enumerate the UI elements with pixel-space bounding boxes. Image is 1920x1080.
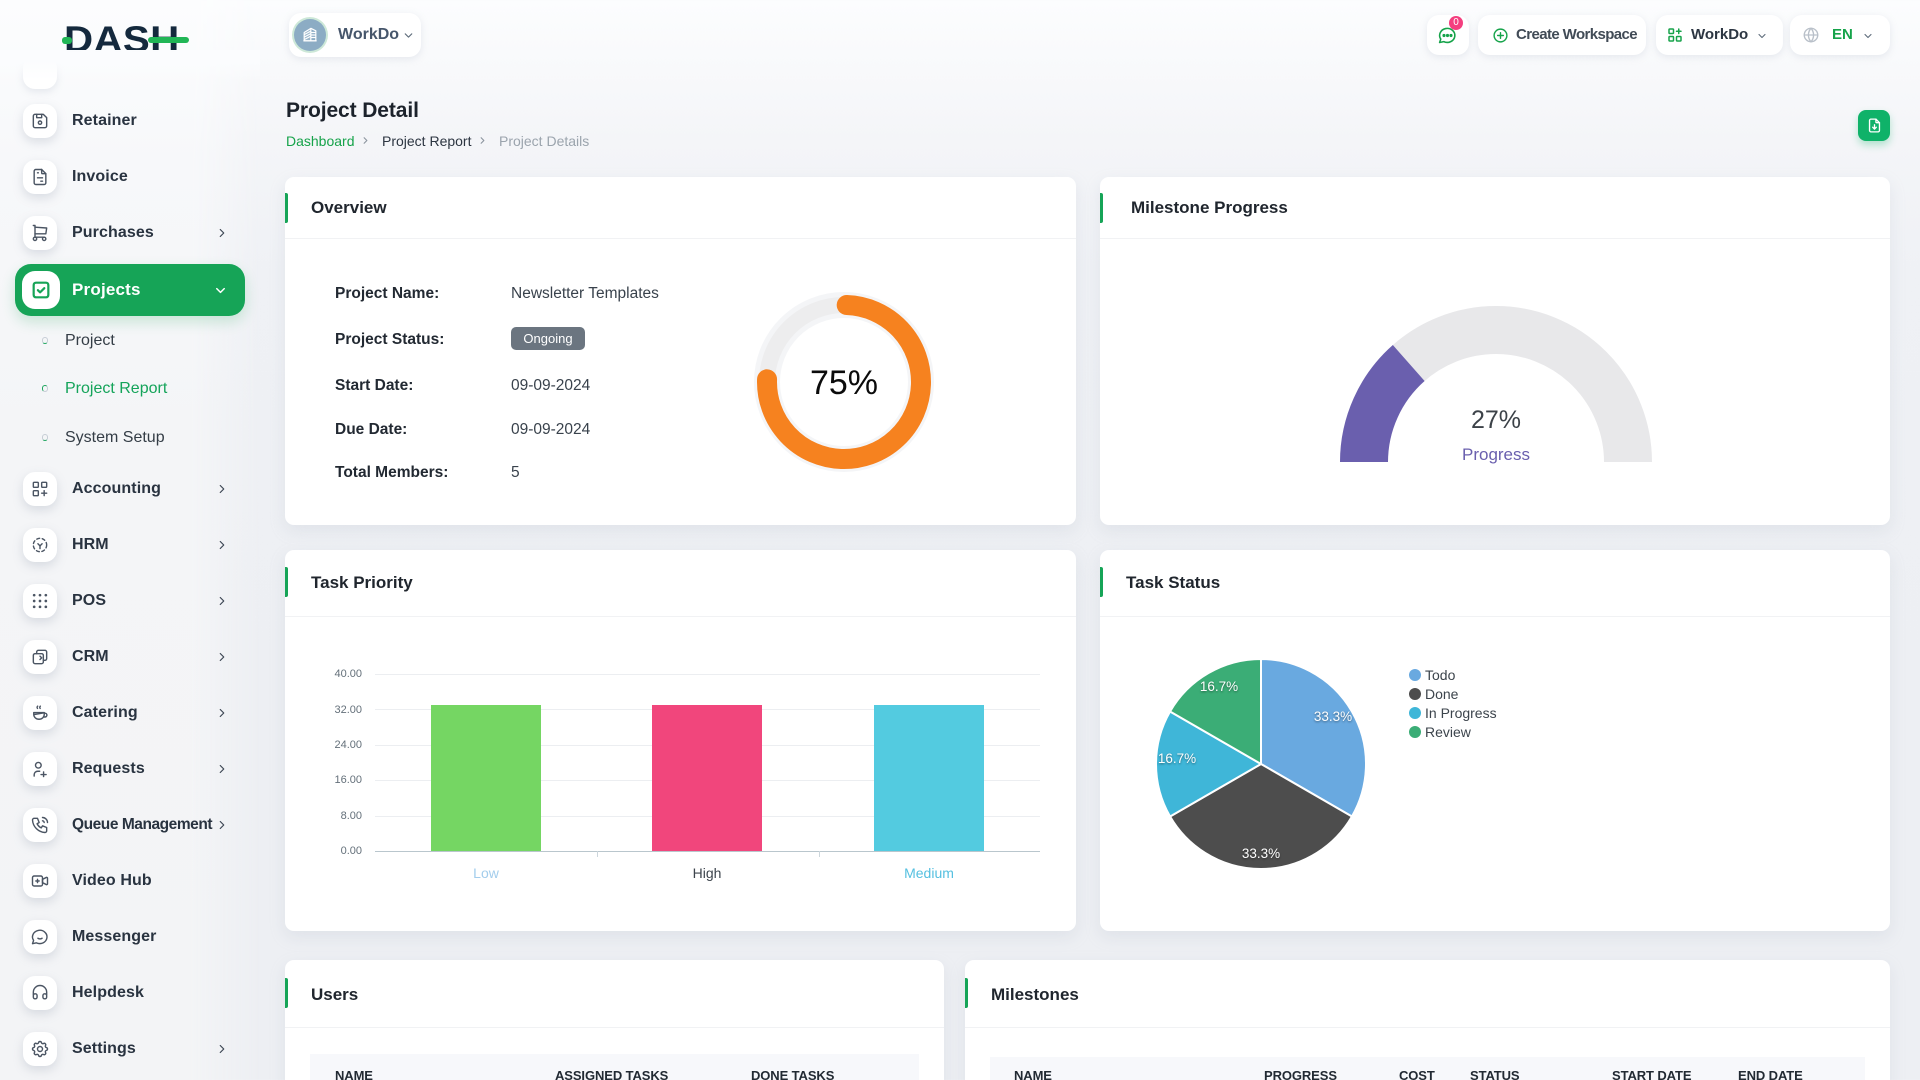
svg-text:16.7%: 16.7% (1158, 751, 1196, 766)
svg-text:33.3%: 33.3% (1314, 709, 1352, 724)
svg-text:Progress: Progress (1462, 445, 1530, 464)
svg-text:75%: 75% (810, 364, 878, 402)
svg-text:33.3%: 33.3% (1242, 846, 1280, 861)
svg-text:16.7%: 16.7% (1200, 679, 1238, 694)
svg-text:27%: 27% (1471, 406, 1521, 434)
